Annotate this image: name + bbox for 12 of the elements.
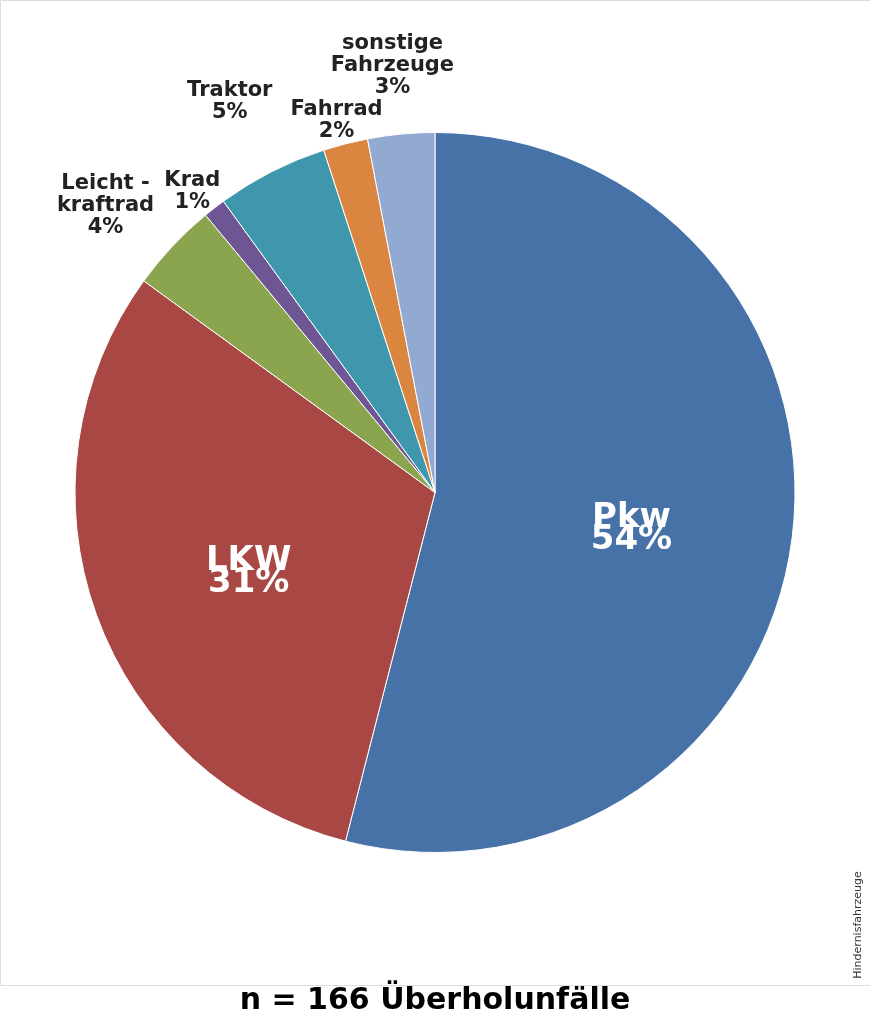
data-label: 1% [174, 188, 211, 213]
text: Hindernisfahrzeuge [851, 871, 864, 979]
text: n = 166 Überholunfälle [239, 980, 631, 1016]
data-label: 4% [87, 214, 124, 239]
slice-label: Leicht - kraftrad [56, 170, 155, 217]
slice-label: sonstige Fahrzeuge [330, 29, 455, 76]
slice-label: Fahrrad [290, 95, 383, 120]
data-label: 5% [211, 98, 248, 123]
slice-label: Krad [164, 166, 221, 191]
slice-label: Traktor [187, 76, 274, 101]
data-label: 3% [374, 73, 411, 98]
data-label: 2% [318, 117, 355, 142]
